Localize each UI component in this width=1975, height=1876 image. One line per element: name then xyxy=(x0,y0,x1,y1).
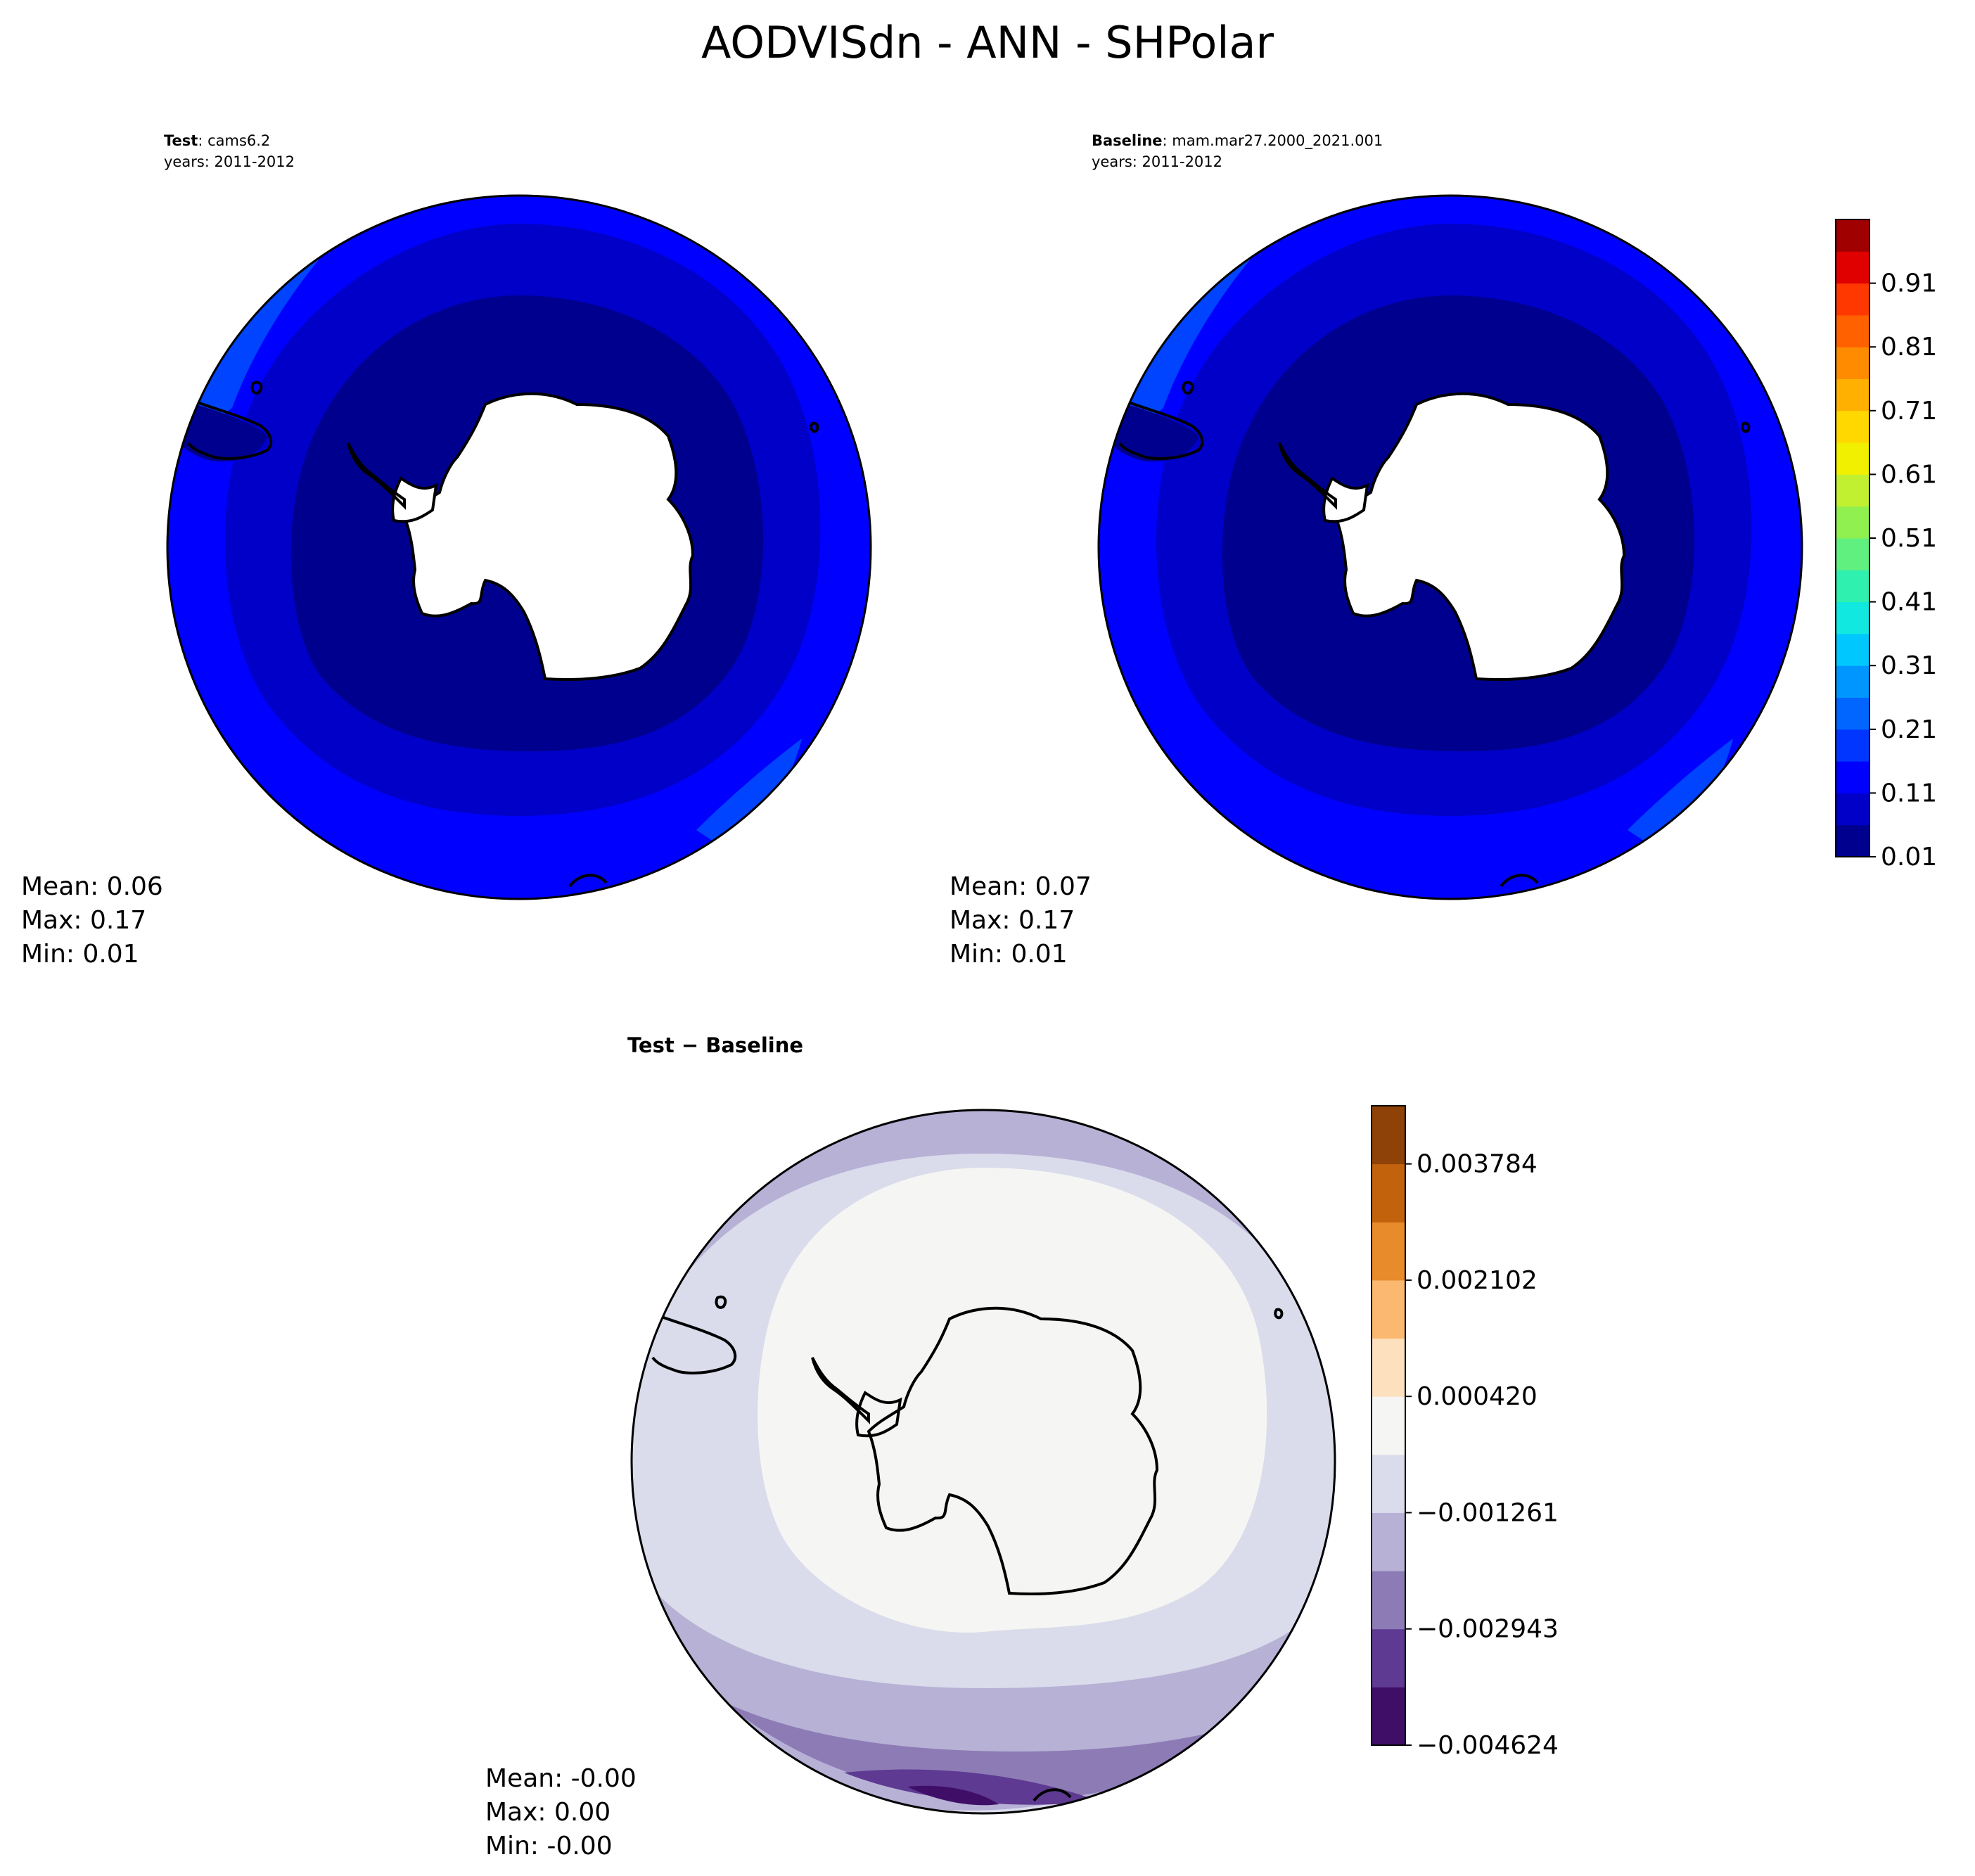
map-baseline xyxy=(1099,196,1802,899)
map-diff-border xyxy=(630,1109,1336,1815)
diff-colorbar-segment xyxy=(1372,1222,1405,1281)
main-colorbar-segment xyxy=(1836,442,1869,475)
main-colorbar-tick-label: 0.81 xyxy=(1881,333,1937,362)
main-colorbar-segment xyxy=(1836,665,1869,698)
map-test xyxy=(167,196,871,899)
panel-diff-label: Test − Baseline xyxy=(627,1033,803,1057)
main-colorbar-segment xyxy=(1836,506,1869,539)
diff-colorbar-segment xyxy=(1372,1571,1405,1630)
stats-test-min: Min: 0.01 xyxy=(21,940,139,969)
diff-colorbar-segment xyxy=(1372,1512,1405,1571)
main-colorbar-tick-label: 0.31 xyxy=(1881,651,1937,680)
main-colorbar-segment xyxy=(1836,729,1869,762)
diff-colorbar-tick-label: −0.004624 xyxy=(1417,1731,1559,1760)
main-colorbar-segment xyxy=(1836,283,1869,316)
diff-colorbar-segment xyxy=(1372,1338,1405,1397)
colorbar-diff: −0.004624 −0.002943 −0.001261 0.000420 0.002… xyxy=(1371,1105,1559,1760)
main-colorbar-segment xyxy=(1836,474,1869,507)
main-colorbar-segment xyxy=(1836,538,1869,570)
diff-colorbar-segment xyxy=(1372,1106,1405,1165)
stats-diff-mean: Mean: -0.00 xyxy=(485,1764,637,1793)
main-colorbar-segment xyxy=(1836,251,1869,284)
diff-colorbar-segment xyxy=(1372,1163,1405,1223)
diff-colorbar-tick-label: −0.001261 xyxy=(1417,1498,1559,1527)
main-colorbar-tick-label: 0.11 xyxy=(1881,779,1937,808)
diff-colorbar-segment xyxy=(1372,1280,1405,1339)
stats-test-mean: Mean: 0.06 xyxy=(21,872,163,901)
main-colorbar-tick-label: 0.41 xyxy=(1881,588,1937,617)
main-colorbar-segment xyxy=(1836,601,1869,634)
stats-baseline-mean: Mean: 0.07 xyxy=(950,872,1092,901)
main-colorbar-tick-label: 0.91 xyxy=(1881,269,1937,298)
stats-test-max: Max: 0.17 xyxy=(21,906,146,935)
diff-colorbar-tick-label: 0.000420 xyxy=(1417,1382,1538,1411)
diff-colorbar-tick-label: −0.002943 xyxy=(1417,1615,1559,1644)
main-colorbar-segment xyxy=(1836,347,1869,379)
main-colorbar-segment xyxy=(1836,697,1869,730)
panel-baseline-years: years: 2011-2012 xyxy=(1092,153,1222,170)
diff-colorbar-segment xyxy=(1372,1396,1405,1455)
main-colorbar-segment xyxy=(1836,633,1869,666)
diff-colorbar-tick-label: 0.003784 xyxy=(1417,1150,1538,1179)
panel-baseline: Baseline: mam.mar27.2000_2021.001 years:… xyxy=(950,132,1803,969)
main-colorbar-segment xyxy=(1836,219,1869,252)
main-colorbar-segment xyxy=(1836,824,1869,857)
map-test-border xyxy=(166,194,872,900)
stats-baseline-max: Max: 0.17 xyxy=(950,906,1075,935)
map-diff xyxy=(632,1110,1335,1813)
map-baseline-border xyxy=(1097,194,1803,900)
main-colorbar-segment xyxy=(1836,793,1869,826)
diff-colorbar-frame xyxy=(1371,1105,1406,1746)
panel-test: Test: cams6.2 years: 2011-2012 Mean: 0.0… xyxy=(21,132,872,969)
main-colorbar-segment xyxy=(1836,410,1869,443)
main-colorbar-segment xyxy=(1836,761,1869,793)
panel-test-label: Test: cams6.2 xyxy=(164,132,270,149)
diff-colorbar-segment xyxy=(1372,1628,1405,1687)
diff-colorbar-tick-label: 0.002102 xyxy=(1417,1266,1538,1295)
diff-colorbar-segment xyxy=(1372,1454,1405,1513)
diff-colorbar-segment xyxy=(1372,1687,1405,1746)
colorbar-main: 0.01 0.11 0.21 0.31 0.41 0.51 0.61 0.71 0.81 0.91 xyxy=(1835,219,1937,872)
panel-test-years: years: 2011-2012 xyxy=(164,153,295,170)
main-colorbar-tick-label: 0.21 xyxy=(1881,715,1937,744)
main-colorbar-tick-label: 0.71 xyxy=(1881,397,1937,426)
main-colorbar-tick-label: 0.51 xyxy=(1881,524,1937,553)
panel-diff: Test − Baseline Mean: -0.00 Max: 0.00 xyxy=(485,1033,1336,1861)
main-colorbar-segment xyxy=(1836,378,1869,411)
figure-title: AODVISdn - ANN - SHPolar xyxy=(701,17,1274,68)
stats-diff-max: Max: 0.00 xyxy=(485,1798,611,1827)
main-colorbar-segment xyxy=(1836,570,1869,603)
main-colorbar-tick-label: 0.61 xyxy=(1881,460,1937,489)
stats-baseline-min: Min: 0.01 xyxy=(950,940,1068,969)
main-colorbar-segment xyxy=(1836,314,1869,347)
stats-diff-min: Min: -0.00 xyxy=(485,1832,613,1861)
panel-baseline-label: Baseline: mam.mar27.2000_2021.001 xyxy=(1092,132,1383,150)
main-colorbar-tick-label: 0.01 xyxy=(1881,843,1937,872)
